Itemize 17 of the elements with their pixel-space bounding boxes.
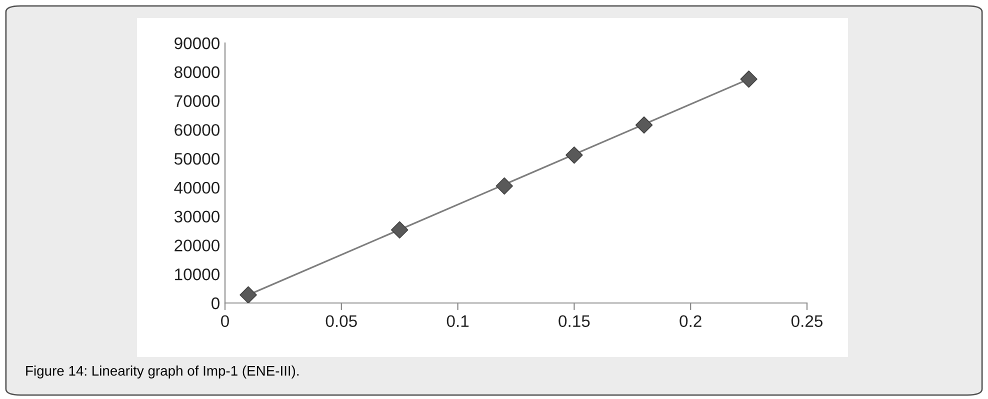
y-tick-label: 50000: [174, 152, 220, 165]
y-tick-label: 60000: [174, 124, 220, 136]
y-tick-label: 20000: [174, 240, 220, 252]
x-tick-label: 0.2: [680, 315, 702, 328]
x-tick-label: 0.15: [558, 315, 590, 328]
x-tick-label: 0.25: [791, 315, 823, 328]
caption: Figure 14: Linearity graph of Imp-1 (ENE-III).: [26, 366, 299, 378]
y-tick-label: 0: [212, 297, 220, 310]
y-tick-label: 80000: [174, 66, 220, 78]
y-tick-label: 40000: [174, 182, 220, 194]
x-tick-label: 0.05: [326, 315, 357, 328]
x-tick-label: 0: [221, 315, 229, 328]
x-tick-label: 0.1: [446, 315, 469, 328]
y-tick-label: 90000: [174, 37, 220, 50]
y-tick-label: 10000: [175, 268, 220, 280]
y-tick-label: 30000: [174, 210, 220, 223]
y-tick-label: 70000: [174, 95, 220, 107]
